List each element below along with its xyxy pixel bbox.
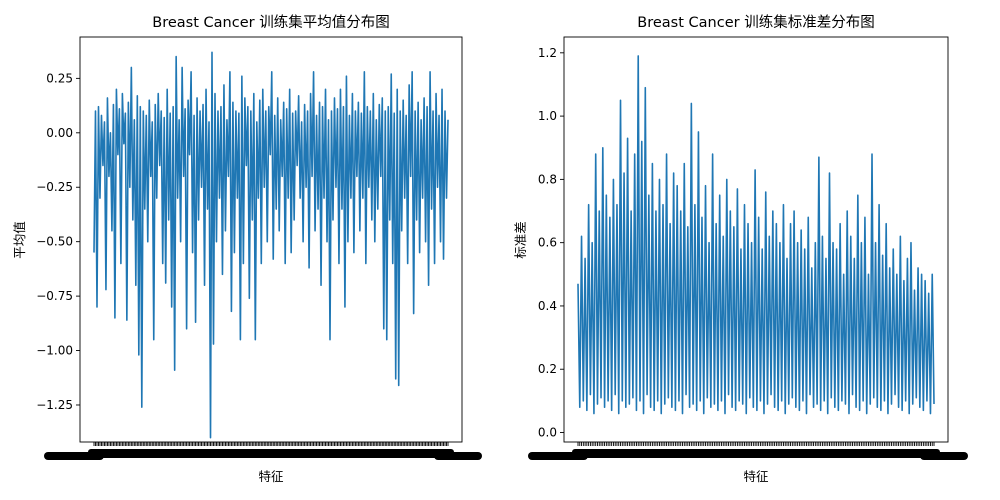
y-tick-label: 0.00 [46, 126, 73, 140]
y-tick-label: 1.2 [538, 46, 557, 60]
std-chart-title: Breast Cancer 训练集标准差分布图 [637, 14, 874, 31]
mean-chart: Breast Cancer 训练集平均值分布图 0.25 0.00 −0.25 −0.… [12, 14, 482, 484]
y-tick-label: 0.6 [538, 236, 557, 250]
mean-chart-xlabel: 特征 [258, 469, 284, 484]
y-tick-label: 0.4 [538, 299, 557, 313]
std-chart-y-axis: 0.0 0.2 0.4 0.6 0.8 1.0 1.2 [538, 46, 564, 440]
y-tick-label: −0.50 [36, 235, 73, 249]
y-tick-label: 1.0 [538, 109, 557, 123]
y-tick-label: 0.2 [538, 362, 557, 376]
x-tick-labels-overlap-right [434, 452, 482, 460]
x-tick-labels-overlap-left [528, 452, 588, 460]
y-tick-label: −1.25 [36, 398, 73, 412]
x-tick-labels-overlap-right [920, 452, 968, 460]
y-tick-label: −1.00 [36, 344, 73, 358]
std-chart-x-axis [528, 442, 968, 460]
mean-chart-frame [79, 36, 463, 443]
std-series-line [577, 55, 935, 415]
std-chart-frame [563, 36, 949, 443]
mean-chart-title: Breast Cancer 训练集平均值分布图 [152, 14, 389, 31]
y-tick-label: 0.8 [538, 172, 557, 186]
y-tick-label: −0.25 [36, 180, 73, 194]
mean-series-line [93, 51, 449, 439]
std-chart-ylabel: 标准差 [513, 221, 528, 259]
y-tick-label: 0.0 [538, 426, 557, 440]
x-tick-labels-overlap [88, 449, 454, 458]
std-chart-xlabel: 特征 [743, 469, 769, 484]
x-tick-labels-overlap-left [44, 452, 104, 460]
y-tick-label: 0.25 [46, 71, 73, 85]
mean-chart-x-axis [44, 442, 482, 460]
x-tick-labels-overlap [572, 449, 940, 458]
y-tick-label: −0.75 [36, 289, 73, 303]
std-chart: Breast Cancer 训练集标准差分布图 0.0 0.2 0.4 0.6 0.8 1… [513, 14, 968, 484]
mean-chart-y-axis: 0.25 0.00 −0.25 −0.50 −0.75 −1.00 −1.25 [36, 71, 80, 412]
mean-chart-ylabel: 平均值 [12, 221, 27, 259]
